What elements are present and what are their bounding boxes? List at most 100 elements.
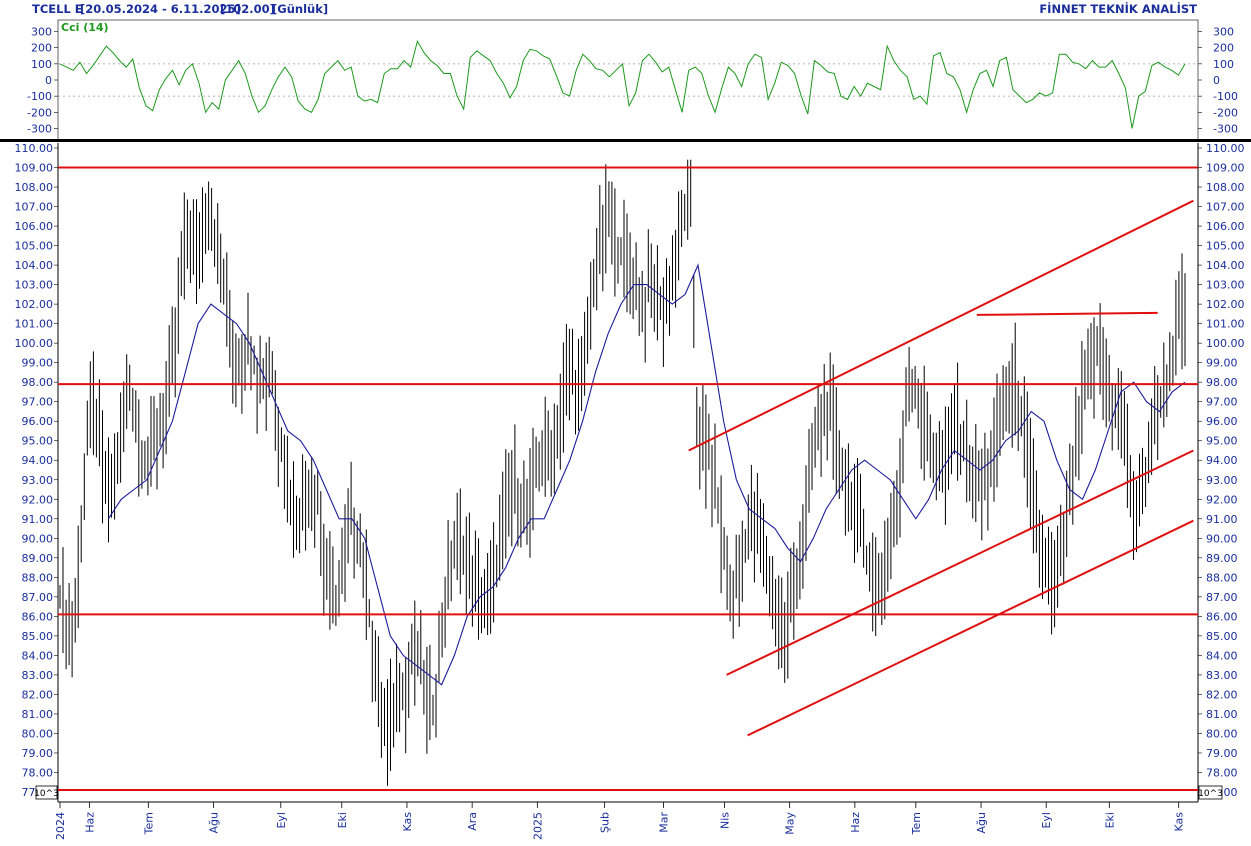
scale-badge-left: 10^3 xyxy=(34,785,59,800)
price-tick-label-right: 107.00 xyxy=(1206,201,1245,214)
price-tick-label-left: 89.00 xyxy=(22,552,54,565)
price-tick-label-left: 100.00 xyxy=(15,337,54,350)
panel-separator xyxy=(0,139,1251,142)
price-tick-label-left: 86.00 xyxy=(22,610,54,623)
price-tick-label-right: 96.00 xyxy=(1206,415,1238,428)
cci-tick-label-right: 100 xyxy=(1213,58,1234,71)
x-tick-label: Tem xyxy=(142,812,155,835)
price-tick-label-left: 84.00 xyxy=(22,649,54,662)
price-tick-label-right: 83.00 xyxy=(1206,669,1238,682)
cci-tick-label-left: -200 xyxy=(27,106,52,119)
price-tick-label-left: 79.00 xyxy=(22,747,54,760)
price-tick-label-left: 90.00 xyxy=(22,532,54,545)
chart-header-last-price: [102.00] xyxy=(220,2,275,16)
x-tick-label: Kas xyxy=(1173,812,1186,832)
x-tick-label: Eyl xyxy=(275,812,288,829)
price-tick-label-left: 82.00 xyxy=(22,688,54,701)
cci-tick-label-right: -300 xyxy=(1213,122,1238,135)
price-tick-label-right: 101.00 xyxy=(1206,318,1245,331)
price-tick-label-right: 109.00 xyxy=(1206,162,1245,175)
price-tick-label-right: 106.00 xyxy=(1206,220,1245,233)
price-tick-label-right: 92.00 xyxy=(1206,493,1238,506)
price-tick-label-right: 102.00 xyxy=(1206,298,1245,311)
price-tick-label-left: 91.00 xyxy=(22,513,54,526)
x-tick-label: Eki xyxy=(1103,812,1116,828)
price-tick-label-right: 99.00 xyxy=(1206,357,1238,370)
price-tick-label-left: 85.00 xyxy=(22,630,54,643)
moving-average-line xyxy=(107,263,1186,686)
price-tick-label-right: 105.00 xyxy=(1206,240,1245,253)
price-tick-label-right: 88.00 xyxy=(1206,571,1238,584)
price-tick-label-right: 103.00 xyxy=(1206,279,1245,292)
price-tick-label-left: 98.00 xyxy=(22,376,54,389)
price-tick-label-left: 109.00 xyxy=(15,162,54,175)
x-tick-label: Mar xyxy=(658,812,671,833)
cci-title: Cci (14) xyxy=(61,21,109,34)
price-tick-label-right: 108.00 xyxy=(1206,181,1245,194)
price-tick-label-right: 86.00 xyxy=(1206,610,1238,623)
chart-header-period: [Günlük] xyxy=(272,2,328,16)
price-tick-label-right: 89.00 xyxy=(1206,552,1238,565)
trend-line xyxy=(726,449,1194,676)
trend-line xyxy=(976,311,1158,316)
price-tick-label-right: 85.00 xyxy=(1206,630,1238,643)
price-tick-label-left: 99.00 xyxy=(22,357,54,370)
x-tick-label: 2025 xyxy=(531,812,544,840)
price-tick-label-left: 80.00 xyxy=(22,727,54,740)
price-tick-label-left: 83.00 xyxy=(22,669,54,682)
price-tick-label-left: 107.00 xyxy=(15,201,54,214)
x-tick-label: Nis xyxy=(718,812,731,829)
trend-line xyxy=(688,199,1194,452)
cci-tick-label-left: 100 xyxy=(31,58,52,71)
price-tick-label-right: 87.00 xyxy=(1206,591,1238,604)
price-tick-label-right: 79.00 xyxy=(1206,747,1238,760)
chart-header-symbol: TCELL E xyxy=(32,2,83,16)
price-tick-label-left: 92.00 xyxy=(22,493,54,506)
x-tick-label: May xyxy=(784,812,797,835)
x-tick-label: Tem xyxy=(910,812,923,835)
price-tick-label-left: 104.00 xyxy=(15,259,54,272)
price-tick-label-left: 105.00 xyxy=(15,240,54,253)
chart-header-brand: FİNNET TEKNİK ANALİST xyxy=(1039,1,1197,16)
price-tick-label-right: 93.00 xyxy=(1206,474,1238,487)
price-tick-label-right: 97.00 xyxy=(1206,396,1238,409)
chart-header-date-range: [20.05.2024 - 6.11.2025] xyxy=(80,2,241,16)
x-tick-label: Eyl xyxy=(1040,812,1053,829)
price-tick-label-left: 94.00 xyxy=(22,454,54,467)
cci-series-line xyxy=(59,40,1186,129)
price-tick-label-right: 82.00 xyxy=(1206,688,1238,701)
cci-tick-label-left: 300 xyxy=(31,26,52,39)
cci-tick-label-left: -100 xyxy=(27,90,52,103)
price-tick-label-left: 95.00 xyxy=(22,435,54,448)
x-tick-label: Haz xyxy=(83,812,96,833)
x-tick-label: Ağu xyxy=(208,812,221,833)
price-tick-label-left: 103.00 xyxy=(15,279,54,292)
x-tick-label: Ara xyxy=(466,812,479,831)
price-tick-label-left: 96.00 xyxy=(22,415,54,428)
price-tick-label-right: 78.00 xyxy=(1206,766,1238,779)
price-tick-label-right: 98.00 xyxy=(1206,376,1238,389)
cci-tick-label-right: -200 xyxy=(1213,106,1238,119)
x-tick-label: Şub xyxy=(599,812,612,833)
price-tick-label-right: 90.00 xyxy=(1206,532,1238,545)
price-tick-label-left: 97.00 xyxy=(22,396,54,409)
scale-badge-right: 10^3 xyxy=(1198,785,1223,800)
x-tick-label: Ağu xyxy=(975,812,988,833)
price-tick-label-left: 88.00 xyxy=(22,571,54,584)
cci-tick-label-right: 300 xyxy=(1213,26,1234,39)
price-tick-label-left: 93.00 xyxy=(22,474,54,487)
price-tick-label-right: 91.00 xyxy=(1206,513,1238,526)
price-tick-label-right: 95.00 xyxy=(1206,435,1238,448)
trend-line xyxy=(747,519,1194,737)
x-tick-label: Haz xyxy=(849,812,862,833)
svg-text:10^3: 10^3 xyxy=(34,789,59,799)
cci-tick-label-right: 0 xyxy=(1213,74,1220,87)
price-tick-label-right: 100.00 xyxy=(1206,337,1245,350)
price-tick-label-left: 108.00 xyxy=(15,181,54,194)
cci-tick-label-left: 200 xyxy=(31,42,52,55)
price-tick-label-left: 110.00 xyxy=(15,142,54,155)
cci-tick-label-right: 200 xyxy=(1213,42,1234,55)
x-tick-label: Kas xyxy=(401,812,414,832)
x-tick-label: Eki xyxy=(336,812,349,828)
cci-tick-label-left: 0 xyxy=(45,74,52,87)
